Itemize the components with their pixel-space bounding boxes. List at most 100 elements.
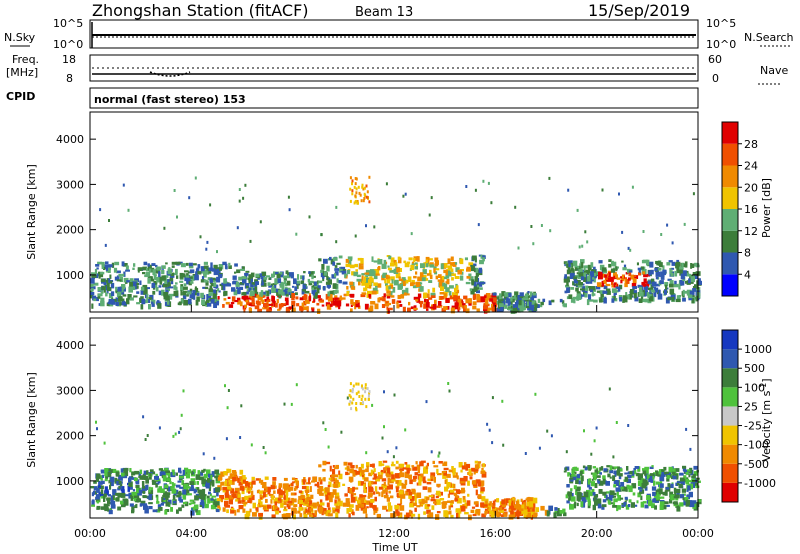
heatmap-cell xyxy=(531,304,535,311)
heatmap-cell xyxy=(350,465,355,469)
heatmap-cell xyxy=(389,484,393,490)
heatmap-cell xyxy=(126,280,130,283)
heatmap-cell xyxy=(499,307,504,312)
heatmap-cell xyxy=(488,505,492,511)
heatmap-cell xyxy=(366,190,369,194)
heatmap-cell xyxy=(399,505,405,511)
heatmap-cell xyxy=(256,294,261,298)
heatmap-cell xyxy=(396,304,400,309)
heatmap-cell xyxy=(597,503,602,509)
heatmap-cell xyxy=(550,434,553,438)
heatmap-cell xyxy=(114,261,120,266)
heatmap-cell xyxy=(516,510,521,516)
heatmap-cell xyxy=(99,481,103,485)
heatmap-cell xyxy=(178,430,181,434)
heatmap-cell xyxy=(205,280,209,286)
heatmap-cell xyxy=(393,279,399,286)
heatmap-cell xyxy=(202,483,205,487)
heatmap-cell xyxy=(137,268,140,273)
heatmap-cell xyxy=(421,498,425,504)
heatmap-cell xyxy=(250,490,254,497)
heatmap-cell xyxy=(432,304,437,310)
heatmap-cell xyxy=(359,263,364,266)
heatmap-cell xyxy=(585,285,589,291)
heatmap-cell xyxy=(649,466,654,469)
heatmap-cell xyxy=(142,485,146,489)
heatmap-cell xyxy=(114,477,118,484)
heatmap-cell xyxy=(393,393,396,397)
heatmap-cell xyxy=(250,443,253,447)
heatmap-cell xyxy=(297,510,301,514)
heatmap-cell xyxy=(533,307,537,311)
heatmap-cell xyxy=(228,262,231,267)
heatmap-cell xyxy=(141,298,146,305)
heatmap-cell xyxy=(579,470,583,475)
heatmap-cell xyxy=(610,276,614,282)
heatmap-cell xyxy=(186,278,190,285)
heatmap-cell xyxy=(443,306,448,310)
heatmap-cell xyxy=(200,292,204,299)
heatmap-cell xyxy=(355,199,358,203)
heatmap-cell xyxy=(129,503,134,507)
heatmap-cell xyxy=(215,501,220,507)
heatmap-cell xyxy=(165,279,170,284)
heatmap-cell xyxy=(111,297,114,300)
heatmap-cell xyxy=(154,482,160,485)
heatmap-cell xyxy=(158,271,161,278)
heatmap-cell xyxy=(528,301,534,307)
heatmap-cell xyxy=(372,463,375,468)
heatmap-cell xyxy=(201,501,205,507)
heatmap-cell xyxy=(225,437,228,441)
heatmap-cell xyxy=(471,480,477,485)
heatmap-cell xyxy=(338,255,343,259)
heatmap-cell xyxy=(164,484,169,488)
heatmap-cell xyxy=(416,284,421,287)
heatmap-cell xyxy=(125,467,129,471)
heatmap-cell xyxy=(279,285,284,288)
heatmap-cell xyxy=(483,303,486,307)
heatmap-cell xyxy=(449,491,454,495)
heatmap-cell xyxy=(398,482,401,485)
heatmap-cell xyxy=(575,287,579,292)
heatmap-cell xyxy=(475,489,478,496)
heatmap-cell xyxy=(572,467,575,473)
heatmap-cell xyxy=(307,507,311,513)
heatmap-cell xyxy=(352,493,357,496)
heatmap-cell xyxy=(266,308,270,313)
heatmap-cell xyxy=(284,291,290,294)
heatmap-cell xyxy=(486,422,489,426)
heatmap-cell xyxy=(491,512,495,518)
heatmap-cell xyxy=(370,301,375,305)
heatmap-cell xyxy=(202,452,205,456)
heatmap-cell xyxy=(464,502,469,507)
heatmap-cell xyxy=(572,475,577,481)
heatmap-cell xyxy=(456,295,460,300)
heatmap-cell xyxy=(374,509,377,513)
heatmap-cell xyxy=(110,469,113,473)
heatmap-cell xyxy=(692,473,696,478)
heatmap-cell xyxy=(401,483,407,489)
heatmap-cell xyxy=(440,286,445,291)
heatmap-cell xyxy=(311,287,314,291)
heatmap-cell xyxy=(583,269,587,273)
heatmap-cell xyxy=(287,500,293,504)
heatmap-cell xyxy=(156,266,161,271)
heatmap-cell xyxy=(156,509,161,513)
heatmap-cell xyxy=(675,298,681,303)
heatmap-cell xyxy=(358,265,364,270)
heatmap-cell xyxy=(337,498,341,504)
heatmap-cell xyxy=(309,508,313,512)
heatmap-cell xyxy=(163,468,169,472)
heatmap-cell xyxy=(361,494,367,498)
heatmap-cell xyxy=(301,289,305,295)
heatmap-cell xyxy=(213,264,218,271)
heatmap-cell xyxy=(231,480,235,485)
heatmap-cell xyxy=(271,288,277,293)
heatmap-cell xyxy=(309,486,312,492)
heatmap-cell xyxy=(263,282,267,287)
heatmap-cell xyxy=(287,486,291,492)
heatmap-cell xyxy=(310,504,316,507)
heatmap-cell xyxy=(499,507,503,511)
heatmap-cell xyxy=(302,288,306,292)
heatmap-cell xyxy=(281,491,285,495)
